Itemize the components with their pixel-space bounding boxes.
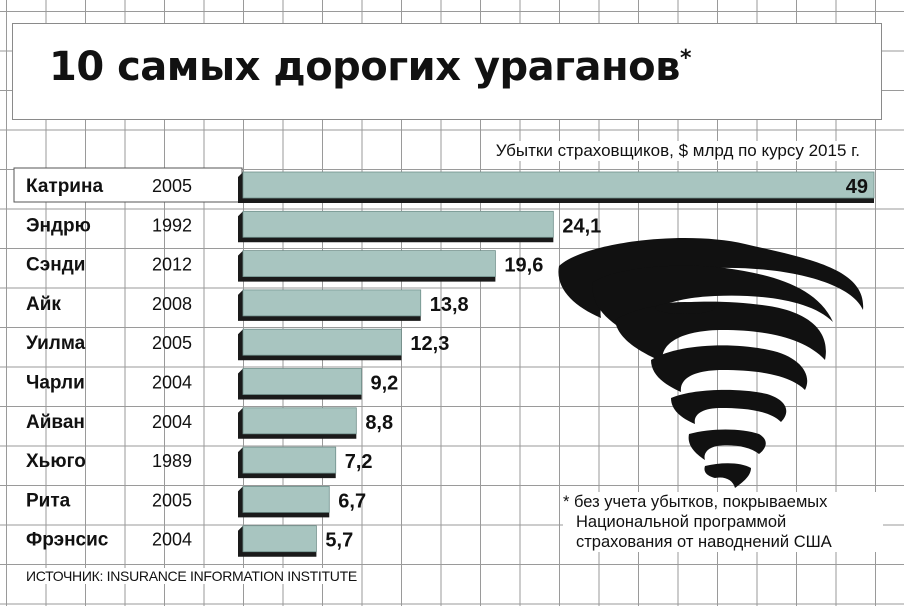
- category-label: Рита: [26, 490, 71, 511]
- category-label: Катрина: [26, 176, 103, 197]
- bar: [242, 328, 402, 356]
- bar: [242, 289, 422, 317]
- footnote-line: страхования от наводнений США: [576, 533, 832, 551]
- year-label: 2012: [152, 255, 192, 275]
- year-label: 2005: [152, 490, 192, 510]
- footnote: * без учета убытков, покрываемых Национа…: [563, 492, 883, 552]
- year-label: 2005: [152, 176, 192, 196]
- category-label: Чарли: [26, 373, 85, 394]
- year-label: 2004: [152, 530, 192, 550]
- tornado-icon: [558, 238, 864, 488]
- year-label: 2004: [152, 412, 192, 432]
- footnote-line: Национальной программой: [576, 513, 787, 531]
- source-note: ИСТОЧНИК: INSURANCE INFORMATION INSTITUT…: [26, 568, 361, 584]
- category-label: Айк: [26, 294, 61, 315]
- year-label: 2008: [152, 294, 192, 314]
- value-label: 49: [846, 176, 868, 198]
- category-label: Хьюго: [26, 451, 86, 472]
- bar-shadow: [238, 172, 874, 203]
- bar-shadow: [238, 447, 336, 479]
- bar-shadow: [238, 368, 362, 400]
- bar-shadow: [238, 407, 357, 439]
- chart-title-text: 10 самых дорогих ураганов: [49, 44, 680, 90]
- bar: [242, 485, 330, 513]
- title-footnote-mark: *: [679, 46, 692, 71]
- value-label: 24,1: [562, 215, 601, 237]
- bar: [242, 368, 362, 395]
- footnote-line: * без учета убытков, покрываемых: [563, 493, 828, 511]
- chart-title: 10 самых дорогих ураганов*: [49, 44, 691, 90]
- value-label: 9,2: [370, 373, 398, 395]
- bar-shadow: [238, 329, 402, 361]
- value-label: 12,3: [410, 333, 449, 355]
- value-label: 6,7: [338, 490, 366, 512]
- units-label: Убытки страховщиков, $ млрд по курсу 201…: [491, 141, 864, 161]
- title-box: 10 самых дорогих ураганов*: [12, 23, 882, 120]
- category-label: Фрэнсис: [26, 530, 109, 551]
- bar-shadow: [238, 250, 496, 282]
- bar: [242, 525, 317, 553]
- year-label: 2004: [152, 373, 192, 393]
- highlight-row: [13, 167, 243, 203]
- year-label: 1992: [152, 215, 192, 235]
- bar-shadow: [238, 486, 330, 518]
- bar-shadow: [238, 211, 554, 243]
- value-label: 19,6: [504, 255, 543, 277]
- year-label: 1989: [152, 451, 192, 471]
- value-label: 8,8: [365, 412, 393, 434]
- value-label: 7,2: [345, 451, 373, 473]
- bar: [242, 407, 357, 435]
- category-label: Сэнди: [26, 255, 85, 276]
- value-label: 13,8: [430, 294, 469, 316]
- bar-shadow: [238, 525, 317, 557]
- bar: [242, 250, 496, 278]
- bar: [242, 210, 554, 238]
- bar: [242, 446, 337, 474]
- year-label: 2005: [152, 333, 192, 353]
- bar-shadow: [238, 289, 421, 321]
- category-label: Эндрю: [26, 215, 91, 236]
- value-label: 5,7: [325, 530, 353, 552]
- bar: [242, 171, 875, 199]
- category-label: Айван: [26, 412, 85, 433]
- category-label: Уилма: [26, 333, 86, 354]
